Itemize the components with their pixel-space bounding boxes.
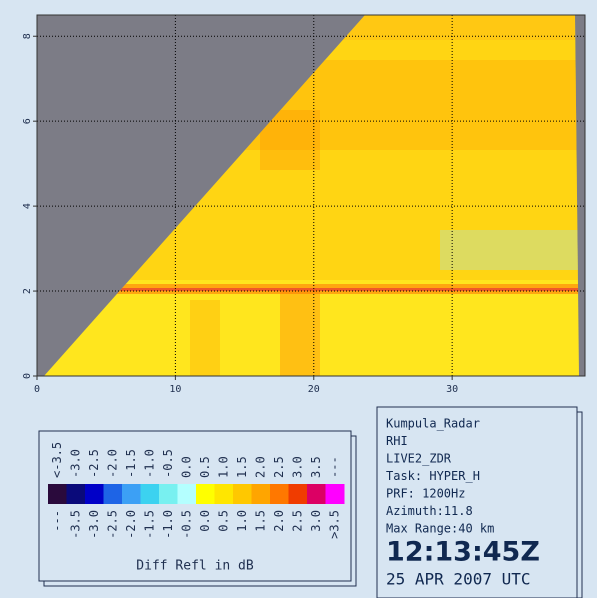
color-swatch — [326, 484, 345, 504]
info-line: PRF: 1200Hz — [386, 487, 465, 501]
legend-bottom-label: -0.5 — [179, 510, 193, 539]
info-date: 25 APR 2007 UTC — [386, 570, 531, 589]
legend-bottom-label: 1.0 — [235, 510, 249, 532]
legend-bottom-label: -2.0 — [124, 510, 138, 539]
legend-top-label: -3.0 — [68, 449, 82, 478]
color-swatch — [122, 484, 141, 504]
legend-top-label: -1.0 — [142, 449, 156, 478]
color-swatch — [270, 484, 289, 504]
color-swatch — [215, 484, 234, 504]
legend-top-label: 0.0 — [179, 456, 193, 478]
x-tick-label: 30 — [446, 384, 458, 395]
color-swatch — [104, 484, 123, 504]
y-tick-label: 2 — [22, 288, 33, 294]
no-data-area — [579, 15, 585, 376]
info-line: Task: HYPER_H — [386, 469, 480, 483]
info-time: 12:13:45Z — [386, 537, 540, 568]
legend-bottom-label: 3.0 — [309, 510, 323, 532]
color-swatch — [85, 484, 104, 504]
legend-top-label: --- — [327, 456, 341, 478]
info-line: Kumpula_Radar — [386, 417, 480, 431]
info-line: Max Range:40 km — [386, 522, 494, 536]
legend-bottom-label: -1.5 — [142, 510, 156, 539]
legend-top-label: -2.5 — [87, 449, 101, 478]
legend-top-label: 1.5 — [235, 456, 249, 478]
color-swatch — [178, 484, 197, 504]
legend-top-label: <-3.5 — [50, 442, 64, 478]
info-line: LIVE2_ZDR — [386, 452, 452, 466]
color-swatch — [141, 484, 160, 504]
legend-top-label: 2.0 — [253, 456, 267, 478]
y-tick-label: 0 — [22, 373, 33, 379]
color-swatch — [159, 484, 178, 504]
x-tick-label: 20 — [308, 384, 320, 395]
color-swatch — [196, 484, 215, 504]
legend-bottom-label: 2.0 — [272, 510, 286, 532]
color-swatch — [67, 484, 86, 504]
color-swatch — [252, 484, 271, 504]
legend-top-label: 2.5 — [272, 456, 286, 478]
legend-top-label: -2.0 — [105, 449, 119, 478]
info-line: RHI — [386, 434, 408, 448]
legend-bottom-label: -3.0 — [87, 510, 101, 539]
legend-top-label: -0.5 — [161, 449, 175, 478]
legend-top-label: 0.5 — [198, 456, 212, 478]
legend-title: Diff Refl in dB — [136, 559, 254, 574]
legend-bottom-label: 0.0 — [198, 510, 212, 532]
radar-plot — [37, 15, 585, 376]
legend-top-label: 3.0 — [290, 456, 304, 478]
y-tick-label: 4 — [22, 203, 33, 209]
info-line: Azimuth:11.8 — [386, 504, 473, 518]
legend-bottom-label: -2.5 — [105, 510, 119, 539]
legend-bottom-label: >3.5 — [327, 510, 341, 539]
legend-bottom-label: 2.5 — [290, 510, 304, 532]
legend-bottom-label: -3.5 — [68, 510, 82, 539]
legend-bottom-label: 0.5 — [216, 510, 230, 532]
x-tick-label: 0 — [34, 384, 40, 395]
legend-top-label: 1.0 — [216, 456, 230, 478]
legend-bottom-label: --- — [50, 510, 64, 532]
color-swatch — [307, 484, 326, 504]
color-swatch — [48, 484, 67, 504]
x-tick-label: 10 — [169, 384, 181, 395]
legend-top-label: 3.5 — [309, 456, 323, 478]
y-tick-label: 6 — [22, 118, 33, 124]
screen: <-3.5 -3.0 -2.5 -2.0 -1.5 -1.0 -0.5 0.0 0.5 1.0 1.… — [0, 0, 597, 598]
legend-bottom-label: 1.5 — [253, 510, 267, 532]
legend-bottom-label: -1.0 — [161, 510, 175, 539]
color-swatch — [289, 484, 308, 504]
color-swatch — [233, 484, 252, 504]
y-tick-label: 8 — [22, 33, 33, 39]
legend-top-label: -1.5 — [124, 449, 138, 478]
